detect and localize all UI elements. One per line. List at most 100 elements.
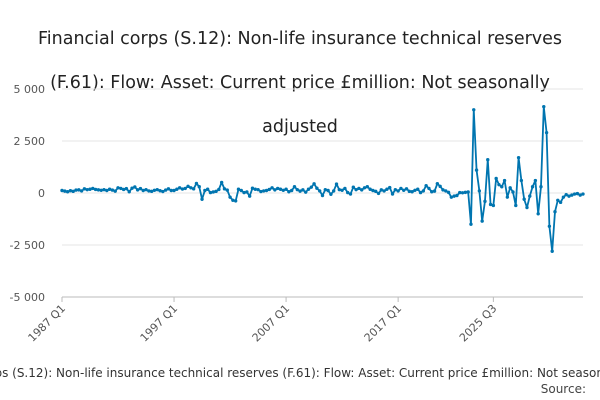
data-point	[133, 185, 137, 189]
data-point	[71, 189, 75, 194]
data-point	[180, 187, 185, 191]
data-point	[438, 184, 442, 189]
data-point	[105, 188, 109, 193]
data-point	[102, 187, 106, 192]
axes: -5 000 -2 500 0 2 500 5 000 1987 Q1 1997 Q1 200…	[10, 83, 583, 344]
data-point	[561, 195, 566, 199]
y-tick-label: 2 500	[14, 135, 46, 148]
data-point	[346, 190, 350, 195]
data-point	[418, 190, 423, 195]
data-point	[74, 188, 78, 192]
data-point	[197, 185, 201, 189]
data-point	[556, 198, 560, 202]
data-point	[217, 187, 221, 192]
data-point	[413, 188, 417, 192]
data-point	[306, 187, 311, 191]
data-point	[186, 184, 190, 189]
y-tick-label: 5 000	[14, 83, 46, 96]
data-point	[533, 178, 538, 183]
data-point	[169, 188, 173, 193]
data-point	[110, 188, 115, 192]
data-point	[393, 187, 398, 192]
data-point	[357, 186, 361, 191]
data-point	[575, 191, 580, 196]
data-point	[194, 181, 199, 186]
data-point	[340, 188, 344, 192]
data-point	[522, 197, 526, 201]
x-tick-label: 2017 Q1	[362, 302, 405, 345]
data-point	[528, 194, 532, 198]
data-point	[486, 158, 490, 162]
data-point	[570, 193, 574, 197]
data-point	[581, 192, 585, 196]
series-layer	[60, 104, 585, 253]
data-point	[236, 187, 241, 191]
data-point	[99, 188, 103, 192]
data-point	[222, 187, 227, 191]
data-point	[183, 186, 187, 191]
data-point	[365, 185, 370, 189]
data-point	[578, 193, 582, 197]
data-point	[211, 190, 215, 194]
data-point	[497, 182, 501, 187]
data-point	[351, 185, 356, 189]
data-point	[421, 189, 426, 193]
data-point	[68, 189, 73, 193]
gridlines	[62, 88, 583, 298]
data-point	[435, 181, 440, 186]
data-point	[284, 187, 288, 191]
data-point	[205, 187, 210, 191]
data-point	[275, 186, 280, 191]
data-point	[455, 193, 459, 198]
data-point	[79, 189, 84, 193]
data-point	[253, 187, 257, 191]
data-point	[539, 185, 543, 189]
data-point	[298, 189, 302, 193]
data-point	[516, 155, 521, 160]
x-tick-label: 2025 Q3	[457, 302, 500, 345]
data-point	[127, 190, 131, 194]
data-point	[460, 191, 465, 195]
data-point	[374, 189, 378, 194]
x-tick-label: 1997 Q1	[138, 302, 181, 345]
data-point	[119, 186, 123, 191]
data-point	[416, 187, 420, 191]
data-point	[343, 186, 347, 191]
data-point	[200, 197, 204, 201]
data-point	[303, 190, 308, 194]
data-point	[281, 188, 285, 192]
y-tick-label: -5 000	[10, 291, 45, 304]
data-point	[472, 108, 476, 112]
data-point	[572, 192, 577, 196]
data-point	[505, 195, 510, 199]
chart-title: Financial corps (S.12): Non-life insuran…	[0, 6, 600, 160]
data-point	[124, 186, 129, 191]
source-label: Source:	[540, 382, 586, 396]
data-point	[82, 187, 87, 191]
data-point	[502, 178, 507, 183]
data-point	[261, 189, 266, 193]
data-point	[441, 188, 445, 192]
data-point	[250, 186, 255, 190]
data-point	[399, 186, 403, 191]
data-point	[242, 190, 246, 195]
data-point	[547, 224, 552, 228]
data-point	[63, 189, 67, 193]
data-point	[371, 188, 375, 193]
x-tick-label: 1987 Q1	[26, 302, 69, 345]
data-point	[295, 187, 299, 192]
data-point	[203, 188, 207, 193]
data-point	[360, 188, 364, 192]
data-point	[452, 194, 456, 198]
data-point	[152, 188, 157, 192]
data-point	[135, 188, 140, 192]
data-point	[147, 189, 151, 193]
data-point	[382, 189, 386, 193]
data-point	[65, 190, 70, 194]
data-point	[508, 186, 512, 190]
data-point	[320, 193, 325, 198]
data-point	[430, 190, 434, 194]
data-point	[550, 249, 554, 253]
data-point	[500, 185, 504, 189]
x-tick-label: 2007 Q1	[250, 302, 293, 345]
